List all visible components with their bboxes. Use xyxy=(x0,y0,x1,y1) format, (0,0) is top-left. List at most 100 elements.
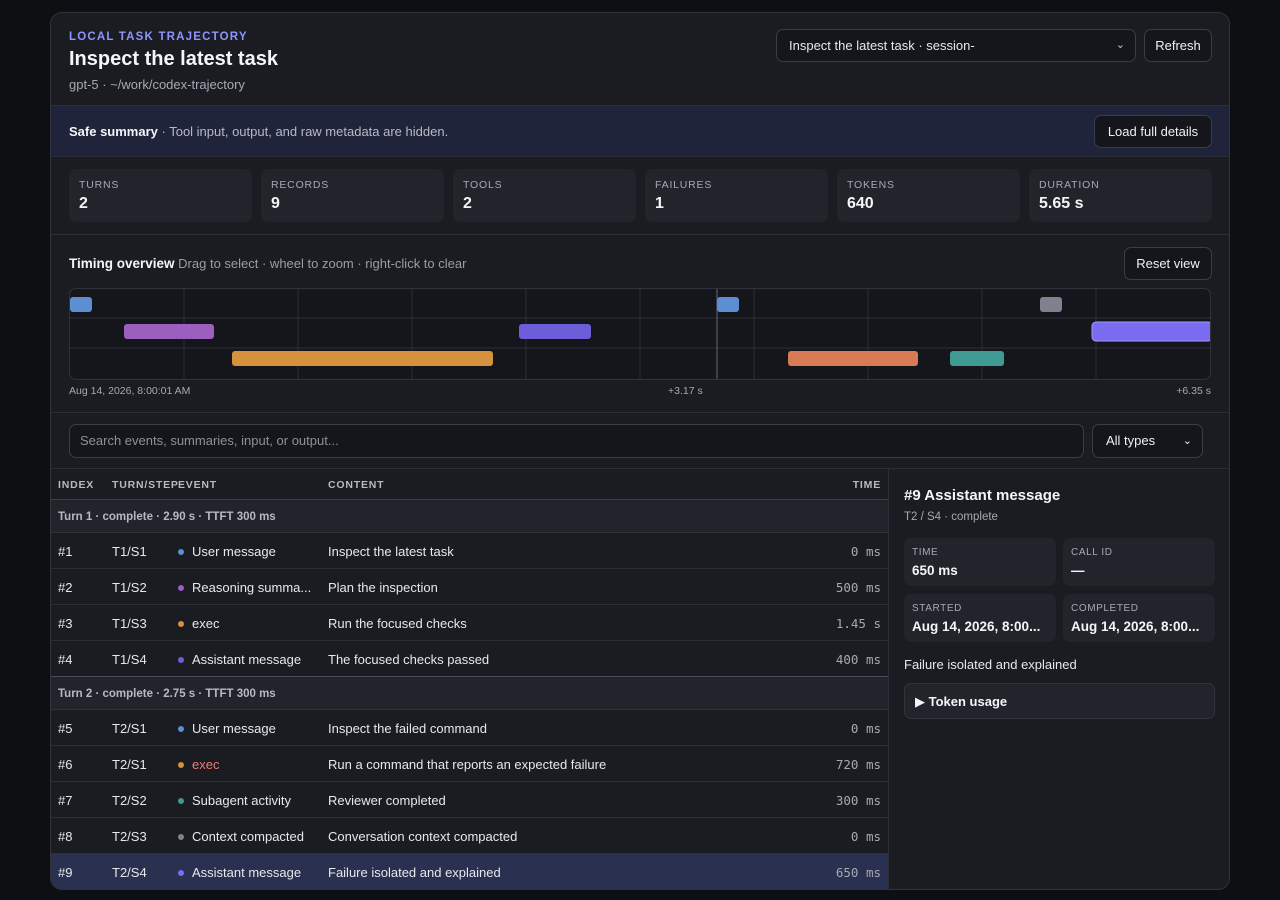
table-row[interactable]: #8 T2/S3 Context compacted Conversation … xyxy=(51,818,888,854)
row-turnstep: T1/S4 xyxy=(112,652,147,667)
stat-label: TOOLS xyxy=(463,179,503,191)
row-event-failed: exec xyxy=(192,757,220,772)
type-filter-value: All types xyxy=(1106,433,1156,448)
chevron-down-icon: ⌄ xyxy=(1115,39,1125,51)
detail-subtitle: T2 / S4 · complete xyxy=(904,511,998,523)
table-row[interactable]: #5 T2/S1 User message Inspect the failed… xyxy=(51,710,888,746)
summary-bold: Safe summary xyxy=(69,124,158,139)
stat-label: TURNS xyxy=(79,179,120,191)
event-type-dot xyxy=(178,726,184,732)
search-input[interactable]: Search events, summaries, input, or outp… xyxy=(69,424,1084,458)
detail-time-label: TIME xyxy=(912,547,939,558)
table-row[interactable]: #1 T1/S1 User message Inspect the latest… xyxy=(51,533,888,569)
trajectory-panel: LOCAL TASK TRAJECTORY Inspect the latest… xyxy=(50,12,1230,890)
detail-title: #9 Assistant message xyxy=(904,487,1061,504)
timeline-end-label: +6.35 s xyxy=(1176,385,1211,397)
table-row[interactable]: #2 T1/S2 Reasoning summa... Plan the ins… xyxy=(51,569,888,605)
row-turnstep: T1/S1 xyxy=(112,544,147,559)
stat-value: 2 xyxy=(463,195,472,212)
timeline-canvas[interactable] xyxy=(69,288,1211,380)
detail-started-label: STARTED xyxy=(912,603,962,614)
stat-value: 9 xyxy=(271,195,280,212)
events-table: INDEX TURN/STEP EVENT CONTENT TIME Turn … xyxy=(51,469,889,889)
col-turnstep[interactable]: TURN/STEP xyxy=(112,479,179,491)
row-event: Subagent activity xyxy=(192,793,292,808)
table-row[interactable]: #6 T2/S1 exec Run a command that reports… xyxy=(51,746,888,782)
session-select-value: Inspect the latest task · session- xyxy=(789,38,975,53)
stat-label: RECORDS xyxy=(271,179,330,191)
timeline-bar-exec-2[interactable] xyxy=(788,351,918,366)
stat-label: TOKENS xyxy=(847,179,895,191)
row-turnstep: T1/S2 xyxy=(112,580,147,595)
detail-completed-value: Aug 14, 2026, 8:00... xyxy=(1071,619,1200,634)
turn-group-2[interactable]: Turn 2 · complete · 2.75 s · TTFT 300 ms xyxy=(51,677,888,710)
row-index: #1 xyxy=(58,544,73,559)
stat-value: 1 xyxy=(655,195,664,212)
detail-callid-value: — xyxy=(1071,563,1085,578)
table-row[interactable]: #7 T2/S2 Subagent activity Reviewer comp… xyxy=(51,782,888,818)
row-index: #9 xyxy=(58,865,73,880)
row-index: #3 xyxy=(58,616,73,631)
table-row[interactable]: #4 T1/S4 Assistant message The focused c… xyxy=(51,641,888,677)
session-select[interactable]: Inspect the latest task · session- ⌄ xyxy=(776,29,1136,62)
row-turnstep: T2/S2 xyxy=(112,793,147,808)
table-row[interactable]: #3 T1/S3 exec Run the focused checks 1.4… xyxy=(51,605,888,641)
detail-started-card: STARTED Aug 14, 2026, 8:00... xyxy=(904,594,1056,642)
row-time: 0 ms xyxy=(850,829,881,844)
table-row-selected[interactable]: #9 T2/S4 Assistant message Failure isola… xyxy=(51,854,888,889)
event-type-dot xyxy=(178,798,184,804)
load-full-details-button[interactable]: Load full details xyxy=(1094,115,1212,148)
event-type-dot xyxy=(178,870,184,876)
detail-time-card: TIME 650 ms xyxy=(904,538,1056,586)
timeline-grid xyxy=(70,289,1210,379)
stat-label: FAILURES xyxy=(655,179,713,191)
detail-panel: #9 Assistant message T2 / S4 · complete … xyxy=(889,469,1229,889)
row-turnstep: T2/S4 xyxy=(112,865,147,880)
row-time: 0 ms xyxy=(850,544,881,559)
page-subtitle: gpt-5 · ~/work/codex-trajectory xyxy=(69,77,245,92)
detail-time-value: 650 ms xyxy=(912,563,958,578)
timeline-bar-context[interactable] xyxy=(1040,297,1062,312)
row-content: Inspect the latest task xyxy=(328,544,454,559)
reset-view-button[interactable]: Reset view xyxy=(1124,247,1212,280)
timeline-bar-assistant-1[interactable] xyxy=(519,324,591,339)
timeline-bar-reasoning[interactable] xyxy=(124,324,214,339)
stat-value: 5.65 s xyxy=(1039,195,1084,212)
detail-callid-label: CALL ID xyxy=(1071,547,1113,558)
col-event[interactable]: EVENT xyxy=(178,479,218,491)
row-content: Run the focused checks xyxy=(328,616,467,631)
summary-text: Safe summary · Tool input, output, and r… xyxy=(69,124,448,139)
row-turnstep: T2/S3 xyxy=(112,829,147,844)
row-turnstep: T2/S1 xyxy=(112,721,147,736)
timeline-bar-assistant-2-selected[interactable] xyxy=(1091,321,1211,342)
stat-value: 2 xyxy=(79,195,88,212)
col-content[interactable]: CONTENT xyxy=(328,479,385,491)
stats-row: TURNS 2 RECORDS 9 TOOLS 2 FAILURES 1 TOK… xyxy=(51,157,1229,235)
token-usage-toggle[interactable]: ▶ Token usage xyxy=(904,683,1215,719)
row-index: #8 xyxy=(58,829,73,844)
row-time: 500 ms xyxy=(835,580,881,595)
detail-completed-card: COMPLETED Aug 14, 2026, 8:00... xyxy=(1063,594,1215,642)
timeline-bar-user-2[interactable] xyxy=(717,297,739,312)
row-turnstep: T1/S3 xyxy=(112,616,147,631)
row-event: Context compacted xyxy=(192,829,305,844)
event-type-dot xyxy=(178,549,184,555)
stat-duration: DURATION 5.65 s xyxy=(1029,169,1212,222)
timeline-bar-exec-1[interactable] xyxy=(232,351,493,366)
col-time[interactable]: TIME xyxy=(852,479,881,491)
type-filter-select[interactable]: All types ⌄ xyxy=(1092,424,1203,458)
event-type-dot xyxy=(178,762,184,768)
row-index: #6 xyxy=(58,757,73,772)
event-type-dot xyxy=(178,834,184,840)
col-index[interactable]: INDEX xyxy=(58,479,95,491)
timeline-bar-user-1[interactable] xyxy=(70,297,92,312)
stat-label: DURATION xyxy=(1039,179,1100,191)
refresh-button[interactable]: Refresh xyxy=(1144,29,1212,62)
timing-hint: Drag to select · wheel to zoom · right-c… xyxy=(178,256,467,271)
row-content: Plan the inspection xyxy=(328,580,438,595)
eyebrow-label: LOCAL TASK TRAJECTORY xyxy=(69,31,248,43)
timeline-bar-subagent[interactable] xyxy=(950,351,1004,366)
stat-tokens: TOKENS 640 xyxy=(837,169,1020,222)
turn-group-1[interactable]: Turn 1 · complete · 2.90 s · TTFT 300 ms xyxy=(51,500,888,533)
detail-callid-card: CALL ID — xyxy=(1063,538,1215,586)
